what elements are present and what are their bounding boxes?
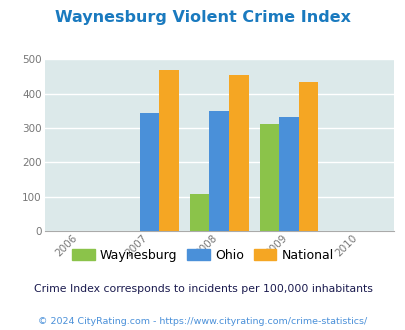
Bar [139,113,159,231]
Bar [209,111,228,231]
Bar [159,70,178,231]
Text: © 2024 CityRating.com - https://www.cityrating.com/crime-statistics/: © 2024 CityRating.com - https://www.city… [38,317,367,326]
Text: Waynesburg Violent Crime Index: Waynesburg Violent Crime Index [55,10,350,25]
Text: Crime Index corresponds to incidents per 100,000 inhabitants: Crime Index corresponds to incidents per… [34,284,371,294]
Bar [298,82,318,231]
Bar [228,75,248,231]
Bar [279,117,298,231]
Bar [259,123,279,231]
Legend: Waynesburg, Ohio, National: Waynesburg, Ohio, National [67,244,338,267]
Bar [190,194,209,231]
